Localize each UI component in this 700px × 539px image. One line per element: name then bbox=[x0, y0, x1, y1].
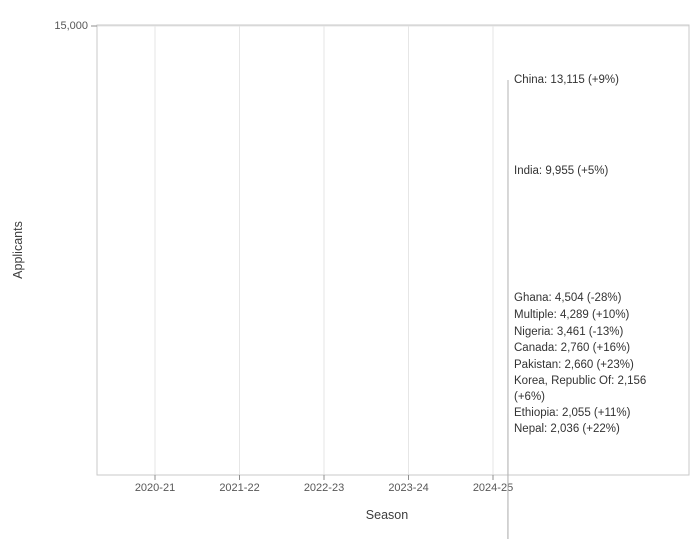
x-tick-label: 2021-22 bbox=[219, 482, 259, 494]
x-tick-label: 2023-24 bbox=[388, 482, 428, 494]
leader-line-china bbox=[507, 79, 509, 539]
leader-line-ghana bbox=[507, 297, 509, 539]
leader-line-korea-republic-of bbox=[507, 380, 509, 539]
x-axis-title: Season bbox=[366, 508, 408, 522]
annotation-label-ghana: Ghana: 4,504 (-28%) bbox=[514, 292, 622, 304]
annotation-label-ethiopia: Ethiopia: 2,055 (+11%) bbox=[514, 407, 631, 419]
annotation-label-china: China: 13,115 (+9%) bbox=[514, 74, 619, 86]
panel-border bbox=[96, 24, 690, 476]
leader-line-pakistan bbox=[507, 364, 509, 539]
annotation-layer: China: 13,115 (+9%) India: 9,955 (+5%) Gha… bbox=[507, 74, 646, 539]
annotation-label-nepal: Nepal: 2,036 (+22%) bbox=[514, 423, 620, 435]
x-tick-label: 2022-23 bbox=[304, 482, 344, 494]
annotation-label-canada: Canada: 2,760 (+16%) bbox=[514, 342, 630, 354]
annotation-label-nigeria: Nigeria: 3,461 (-13%) bbox=[514, 326, 623, 338]
leader-line-canada bbox=[507, 347, 509, 539]
grid-layer bbox=[97, 25, 689, 475]
annotation-label-india: India: 9,955 (+5%) bbox=[514, 165, 608, 177]
annotation-label-multiple: Multiple: 4,289 (+10%) bbox=[514, 309, 630, 321]
leader-line-nigeria bbox=[507, 331, 509, 539]
x-tick-label: 2020-21 bbox=[135, 482, 175, 494]
tick-layer: 05,00010,00015,0002020-212021-222022-232… bbox=[54, 20, 513, 494]
annotation-label-korea-republic-of-line2: (+6%) bbox=[514, 391, 545, 403]
y-tick-label: 15,000 bbox=[54, 20, 88, 32]
y-axis-title: Applicants bbox=[11, 221, 25, 279]
leader-line-multiple bbox=[507, 314, 509, 539]
annotation-label-korea-republic-of: Korea, Republic Of: 2,156 bbox=[514, 375, 646, 387]
annotation-label-pakistan: Pakistan: 2,660 (+23%) bbox=[514, 359, 634, 371]
leader-line-ethiopia bbox=[507, 412, 509, 539]
x-tick-label: 2024-25 bbox=[473, 482, 513, 494]
